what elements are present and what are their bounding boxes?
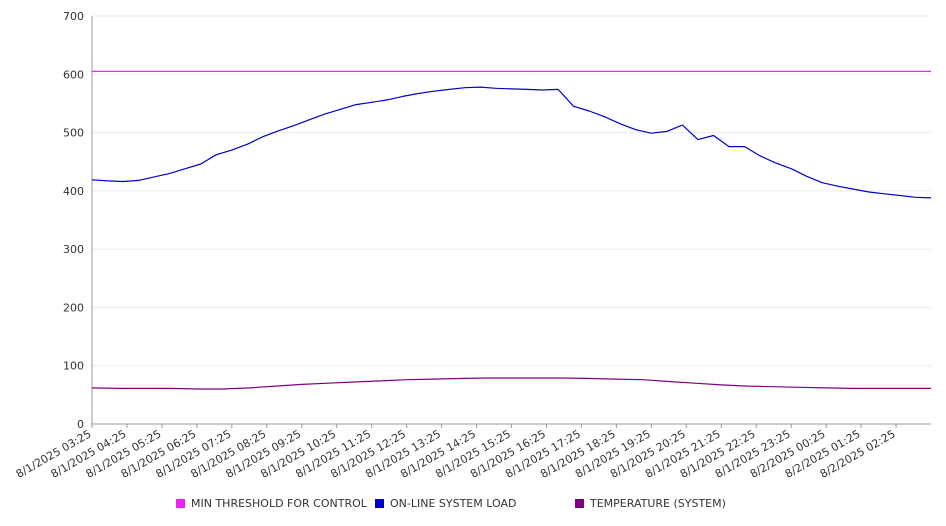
y-tick-label: 300 [63, 243, 84, 256]
legend-label-temperature: TEMPERATURE (SYSTEM) [590, 497, 726, 510]
legend-item-min-threshold[interactable]: MIN THRESHOLD FOR CONTROL [176, 497, 367, 510]
y-tick-label: 100 [63, 360, 84, 373]
y-tick-label: 600 [63, 68, 84, 81]
series-line-2 [91, 377, 931, 390]
axes [91, 16, 931, 428]
legend-label-min-threshold: MIN THRESHOLD FOR CONTROL [191, 497, 367, 510]
series-lines [91, 70, 932, 390]
y-tick-label: 500 [63, 127, 84, 140]
y-tick-label: 0 [77, 418, 84, 431]
series-line-1 [91, 86, 932, 199]
y-tick-label: 200 [63, 301, 84, 314]
legend-label-system-load: ON-LINE SYSTEM LOAD [390, 497, 517, 510]
legend-item-temperature[interactable]: TEMPERATURE (SYSTEM) [575, 497, 726, 510]
grid-lines [92, 15, 931, 425]
legend: MIN THRESHOLD FOR CONTROL ON-LINE SYSTEM… [0, 497, 946, 515]
legend-swatch-temperature [575, 499, 584, 508]
legend-swatch-system-load [375, 499, 384, 508]
y-axis-ticks: 0 100 200 300 400 500 600 700 [63, 10, 84, 431]
y-tick-label: 400 [63, 185, 84, 198]
legend-swatch-min-threshold [176, 499, 185, 508]
y-tick-label: 700 [63, 10, 84, 23]
legend-item-system-load[interactable]: ON-LINE SYSTEM LOAD [375, 497, 516, 510]
x-axis-ticks: 8/1/2025 03:258/1/2025 04:258/1/2025 05:… [14, 427, 898, 481]
